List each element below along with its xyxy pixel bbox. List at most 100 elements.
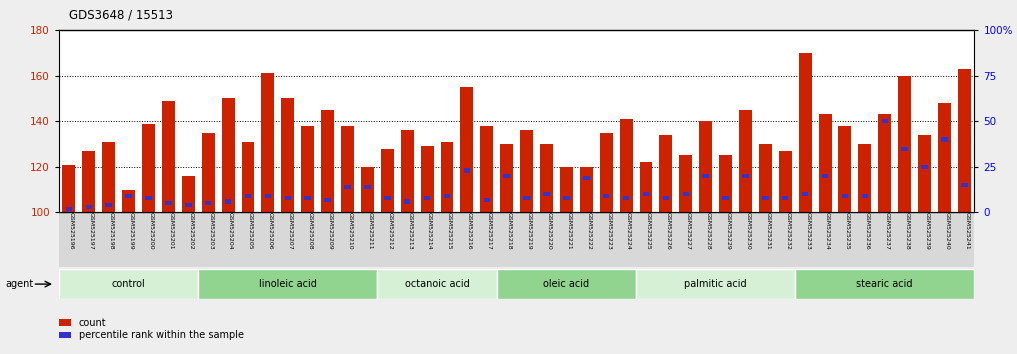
Bar: [762, 196, 769, 200]
Bar: [879, 114, 891, 212]
Bar: [961, 183, 967, 187]
Bar: [503, 174, 510, 178]
Bar: [496, 269, 636, 299]
Text: GSM525229: GSM525229: [725, 212, 730, 250]
Bar: [285, 196, 291, 200]
Bar: [125, 194, 132, 198]
Bar: [245, 194, 251, 198]
Bar: [205, 201, 212, 205]
Text: GSM525203: GSM525203: [208, 212, 214, 250]
Bar: [103, 142, 115, 212]
Bar: [201, 133, 215, 212]
Bar: [145, 196, 152, 200]
Text: percentile rank within the sample: percentile rank within the sample: [78, 330, 243, 340]
Bar: [122, 190, 135, 212]
Bar: [66, 207, 72, 211]
Text: GSM525209: GSM525209: [327, 212, 333, 250]
Bar: [520, 130, 533, 212]
Bar: [62, 165, 75, 212]
Bar: [703, 174, 709, 178]
Bar: [543, 192, 550, 196]
Text: stearic acid: stearic acid: [856, 279, 913, 289]
Bar: [162, 101, 175, 212]
Bar: [304, 196, 311, 200]
Text: GSM525221: GSM525221: [566, 212, 572, 250]
Bar: [242, 142, 254, 212]
Bar: [838, 126, 851, 212]
Bar: [622, 196, 630, 200]
Text: GSM525197: GSM525197: [88, 212, 94, 250]
Bar: [282, 98, 294, 212]
Text: GSM525236: GSM525236: [864, 212, 870, 250]
Bar: [361, 167, 374, 212]
Bar: [59, 332, 71, 338]
Text: GSM525213: GSM525213: [407, 212, 412, 250]
Bar: [384, 196, 391, 200]
Text: GSM525208: GSM525208: [308, 212, 312, 250]
Bar: [222, 98, 235, 212]
Bar: [861, 194, 869, 198]
Text: GSM525222: GSM525222: [586, 212, 591, 250]
Bar: [364, 185, 370, 189]
Text: GSM525234: GSM525234: [825, 212, 830, 250]
Text: GSM525219: GSM525219: [527, 212, 532, 250]
Bar: [779, 151, 791, 212]
Text: GSM525235: GSM525235: [845, 212, 850, 250]
Text: linoleic acid: linoleic acid: [259, 279, 316, 289]
Bar: [659, 135, 672, 212]
Bar: [165, 201, 172, 205]
Text: GSM525239: GSM525239: [924, 212, 930, 250]
Bar: [822, 174, 828, 178]
Bar: [603, 194, 609, 198]
Bar: [583, 176, 590, 180]
Bar: [819, 114, 832, 212]
Bar: [401, 130, 414, 212]
Bar: [898, 76, 911, 212]
Bar: [198, 269, 377, 299]
Bar: [483, 198, 490, 202]
Bar: [619, 119, 633, 212]
Bar: [580, 167, 593, 212]
Bar: [941, 137, 948, 142]
Bar: [759, 144, 772, 212]
Bar: [640, 162, 653, 212]
Bar: [480, 126, 493, 212]
Text: GSM525205: GSM525205: [248, 212, 253, 250]
Bar: [938, 103, 951, 212]
Bar: [600, 133, 612, 212]
Text: oleic acid: oleic acid: [543, 279, 590, 289]
Text: GSM525212: GSM525212: [387, 212, 393, 250]
Bar: [301, 126, 314, 212]
Text: GSM525237: GSM525237: [885, 212, 890, 250]
Text: GSM525200: GSM525200: [148, 212, 154, 250]
Bar: [540, 144, 553, 212]
Text: GSM525224: GSM525224: [626, 212, 632, 250]
Text: count: count: [78, 318, 106, 327]
Bar: [795, 269, 974, 299]
Text: octanoic acid: octanoic acid: [405, 279, 470, 289]
Text: GSM525223: GSM525223: [606, 212, 611, 250]
Bar: [440, 142, 454, 212]
Bar: [142, 124, 155, 212]
Text: GSM525220: GSM525220: [546, 212, 551, 250]
Bar: [321, 110, 334, 212]
Text: GSM525218: GSM525218: [506, 212, 512, 250]
Bar: [563, 196, 570, 200]
Bar: [742, 174, 749, 178]
Text: GSM525225: GSM525225: [646, 212, 651, 250]
Bar: [719, 155, 732, 212]
Bar: [106, 203, 112, 207]
Bar: [424, 196, 430, 200]
Bar: [82, 151, 96, 212]
Text: GSM525217: GSM525217: [487, 212, 492, 250]
Text: GSM525204: GSM525204: [228, 212, 233, 250]
Bar: [643, 192, 649, 196]
Bar: [636, 269, 795, 299]
Bar: [85, 205, 93, 209]
Bar: [380, 149, 394, 212]
Text: control: control: [112, 279, 145, 289]
Bar: [739, 110, 752, 212]
Text: GSM525206: GSM525206: [267, 212, 273, 250]
Text: GSM525232: GSM525232: [785, 212, 790, 250]
Bar: [663, 196, 669, 200]
